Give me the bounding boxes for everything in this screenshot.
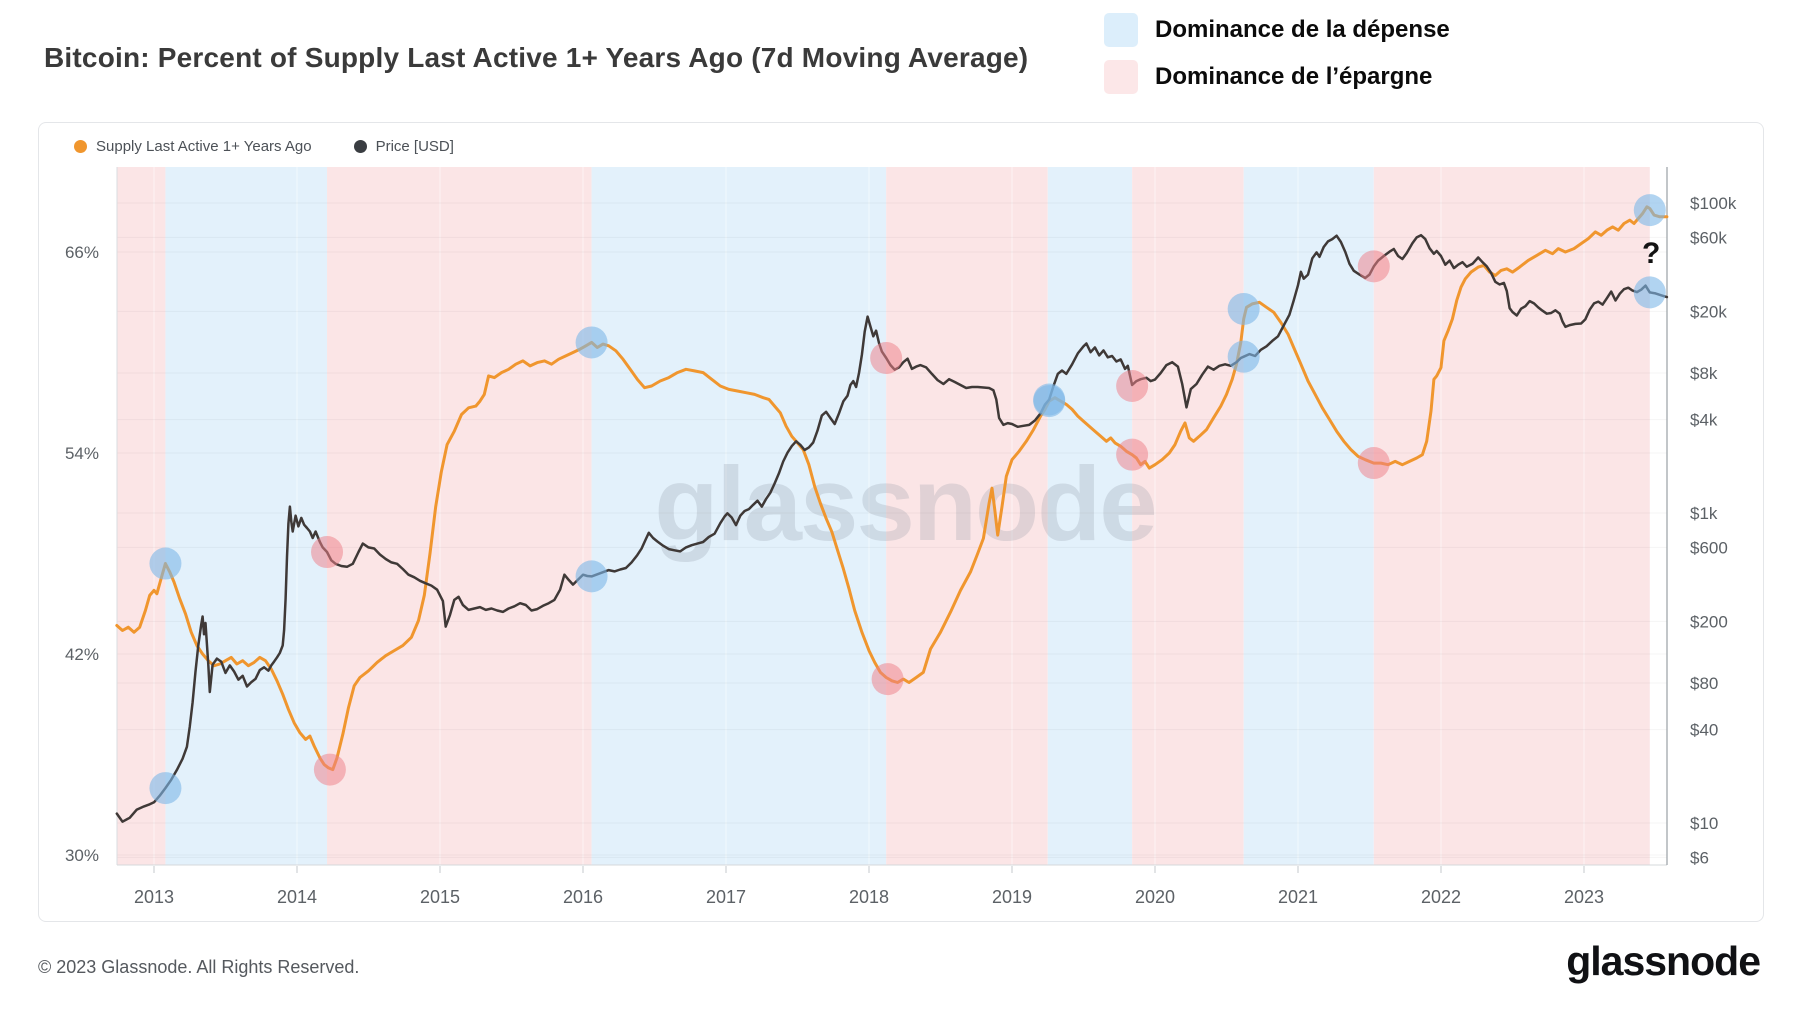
right-axis-label: $20k xyxy=(1690,302,1727,321)
transition-marker-saving xyxy=(311,536,344,569)
glassnode-logo: glassnode xyxy=(1566,938,1761,984)
series-legend-label: Supply Last Active 1+ Years Ago xyxy=(96,138,312,155)
right-axis-label: $6 xyxy=(1690,848,1709,867)
transition-marker-spending xyxy=(1227,340,1260,373)
supply-series-dot-icon xyxy=(74,140,87,153)
transition-marker-unknown xyxy=(1633,276,1666,309)
series-legend: Supply Last Active 1+ Years Ago Price [U… xyxy=(74,138,454,155)
price-series-dot-icon xyxy=(353,140,367,153)
watermark: glassnode xyxy=(654,446,1155,563)
x-axis-label: 2021 xyxy=(1278,887,1318,907)
copyright-text: © 2023 Glassnode. All Rights Reserved. xyxy=(38,957,360,977)
right-axis-label: $1k xyxy=(1690,504,1718,523)
transition-marker-saving xyxy=(1116,438,1149,471)
left-axis-label: 54% xyxy=(65,444,99,463)
phase-band-saving xyxy=(1373,167,1650,865)
transition-marker-saving xyxy=(313,753,346,786)
phase-legend-label: Dominance de l’épargne xyxy=(1155,63,1433,90)
right-axis-label: $200 xyxy=(1690,612,1728,631)
x-axis-label: 2020 xyxy=(1135,887,1175,907)
transition-marker-unknown xyxy=(1633,194,1666,227)
chart-title: Bitcoin: Percent of Supply Last Active 1… xyxy=(44,42,1029,73)
left-axis-label: 30% xyxy=(65,846,99,865)
transition-marker-spending xyxy=(1227,292,1260,325)
x-axis-label: 2015 xyxy=(420,887,460,907)
phase-legend-item-saving: Dominance de l’épargne xyxy=(1104,60,1450,94)
series-legend-item-price[interactable]: Price [USD] xyxy=(353,138,454,155)
phase-band-saving xyxy=(886,167,1048,865)
transition-marker-saving xyxy=(870,342,903,374)
x-axis-label: 2013 xyxy=(134,887,174,907)
saving-swatch xyxy=(1104,60,1138,94)
transition-marker-saving xyxy=(1116,369,1149,402)
transition-marker-spending xyxy=(575,326,608,359)
right-axis-label: $600 xyxy=(1690,538,1728,557)
phase-band-saving xyxy=(1132,167,1244,865)
phase-band-spending xyxy=(165,167,328,865)
transition-marker-spending xyxy=(575,560,608,593)
transition-marker-saving xyxy=(1357,447,1390,480)
question-mark-annotation: ? xyxy=(1642,237,1660,270)
phase-band-saving xyxy=(117,167,166,865)
right-axis-label: $10 xyxy=(1690,814,1718,833)
phase-band-spending xyxy=(1047,167,1133,865)
phase-legend-item-spending: Dominance de la dépense xyxy=(1104,13,1450,47)
series-legend-item-supply[interactable]: Supply Last Active 1+ Years Ago xyxy=(74,138,312,155)
left-axis-label: 66% xyxy=(65,243,99,262)
right-axis-label: $100k xyxy=(1690,194,1737,213)
right-axis-label: $4k xyxy=(1690,411,1718,430)
supply-line xyxy=(115,205,1669,772)
x-axis-label: 2023 xyxy=(1564,887,1604,907)
x-axis-label: 2014 xyxy=(277,887,317,907)
transition-marker-saving xyxy=(1357,250,1390,283)
right-axis-label: $8k xyxy=(1690,364,1718,383)
x-axis-label: 2018 xyxy=(849,887,889,907)
right-axis-label: $60k xyxy=(1690,228,1727,247)
right-axis-label: $80 xyxy=(1690,674,1718,693)
transition-marker-spending xyxy=(149,772,182,805)
phase-band-saving xyxy=(327,167,592,865)
series-legend-label: Price [USD] xyxy=(375,138,454,155)
x-axis-label: 2017 xyxy=(706,887,746,907)
phase-legend-label: Dominance de la dépense xyxy=(1155,16,1450,43)
x-axis-label: 2022 xyxy=(1421,887,1461,907)
transition-marker-spending xyxy=(1033,383,1066,416)
phase-legend: Dominance de la dépense Dominance de l’é… xyxy=(1104,13,1450,94)
transition-marker-saving xyxy=(871,663,904,696)
right-axis-label: $40 xyxy=(1690,721,1718,740)
spending-swatch xyxy=(1104,13,1138,47)
x-axis-label: 2019 xyxy=(992,887,1032,907)
transition-marker-spending xyxy=(149,547,182,580)
x-axis-label: 2016 xyxy=(563,887,603,907)
left-axis-label: 42% xyxy=(65,645,99,664)
phase-band-spending xyxy=(1243,167,1374,865)
